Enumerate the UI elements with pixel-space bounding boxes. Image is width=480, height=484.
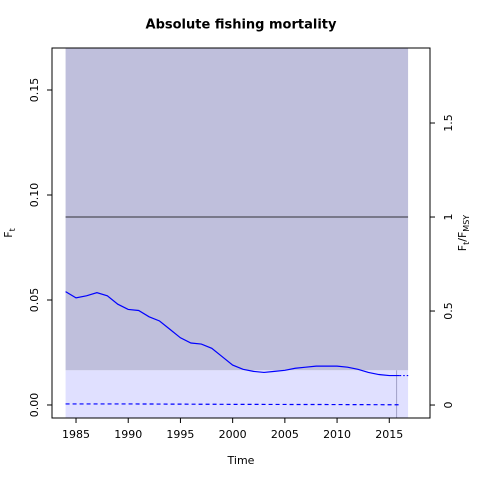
y2-axis-label: Ft/FMSY [456,215,471,251]
x-tick-label: 1990 [114,428,142,441]
y2-axis-label-part: /F [456,232,469,242]
x-tick-label: 1995 [166,428,194,441]
y2-axis-label-part: F [456,245,469,251]
y2-tick-label: 1.5 [442,114,455,132]
y-axis-label-part: t [8,228,17,231]
ci-band [65,48,409,371]
x-tick-label: 1985 [62,428,90,441]
y2-tick-label: 0.5 [442,302,455,320]
chart-title: Absolute fishing mortality [146,18,337,33]
y-tick-label: 0.10 [28,183,41,208]
x-tick-label: 2000 [219,428,247,441]
ci-band [65,370,409,418]
y-tick-label: 0.15 [28,78,41,103]
x-tick-label: 2015 [375,428,403,441]
y2-tick-label: 0 [442,402,455,409]
series-line [65,291,400,377]
y-tick-label: 0.05 [28,288,41,313]
y-axis-label-part: F [2,231,15,237]
y2-axis-label-part: t [462,242,471,245]
y2-axis-label-part: MSY [462,215,471,232]
y-axis-label: Ft [2,228,17,237]
plot-frame [51,47,431,419]
y2-tick-label: 1 [442,214,455,221]
x-axis-label: Time [227,454,255,467]
y-tick-label: 0.00 [28,393,41,418]
x-tick-label: 2010 [323,428,351,441]
x-tick-label: 2005 [271,428,299,441]
